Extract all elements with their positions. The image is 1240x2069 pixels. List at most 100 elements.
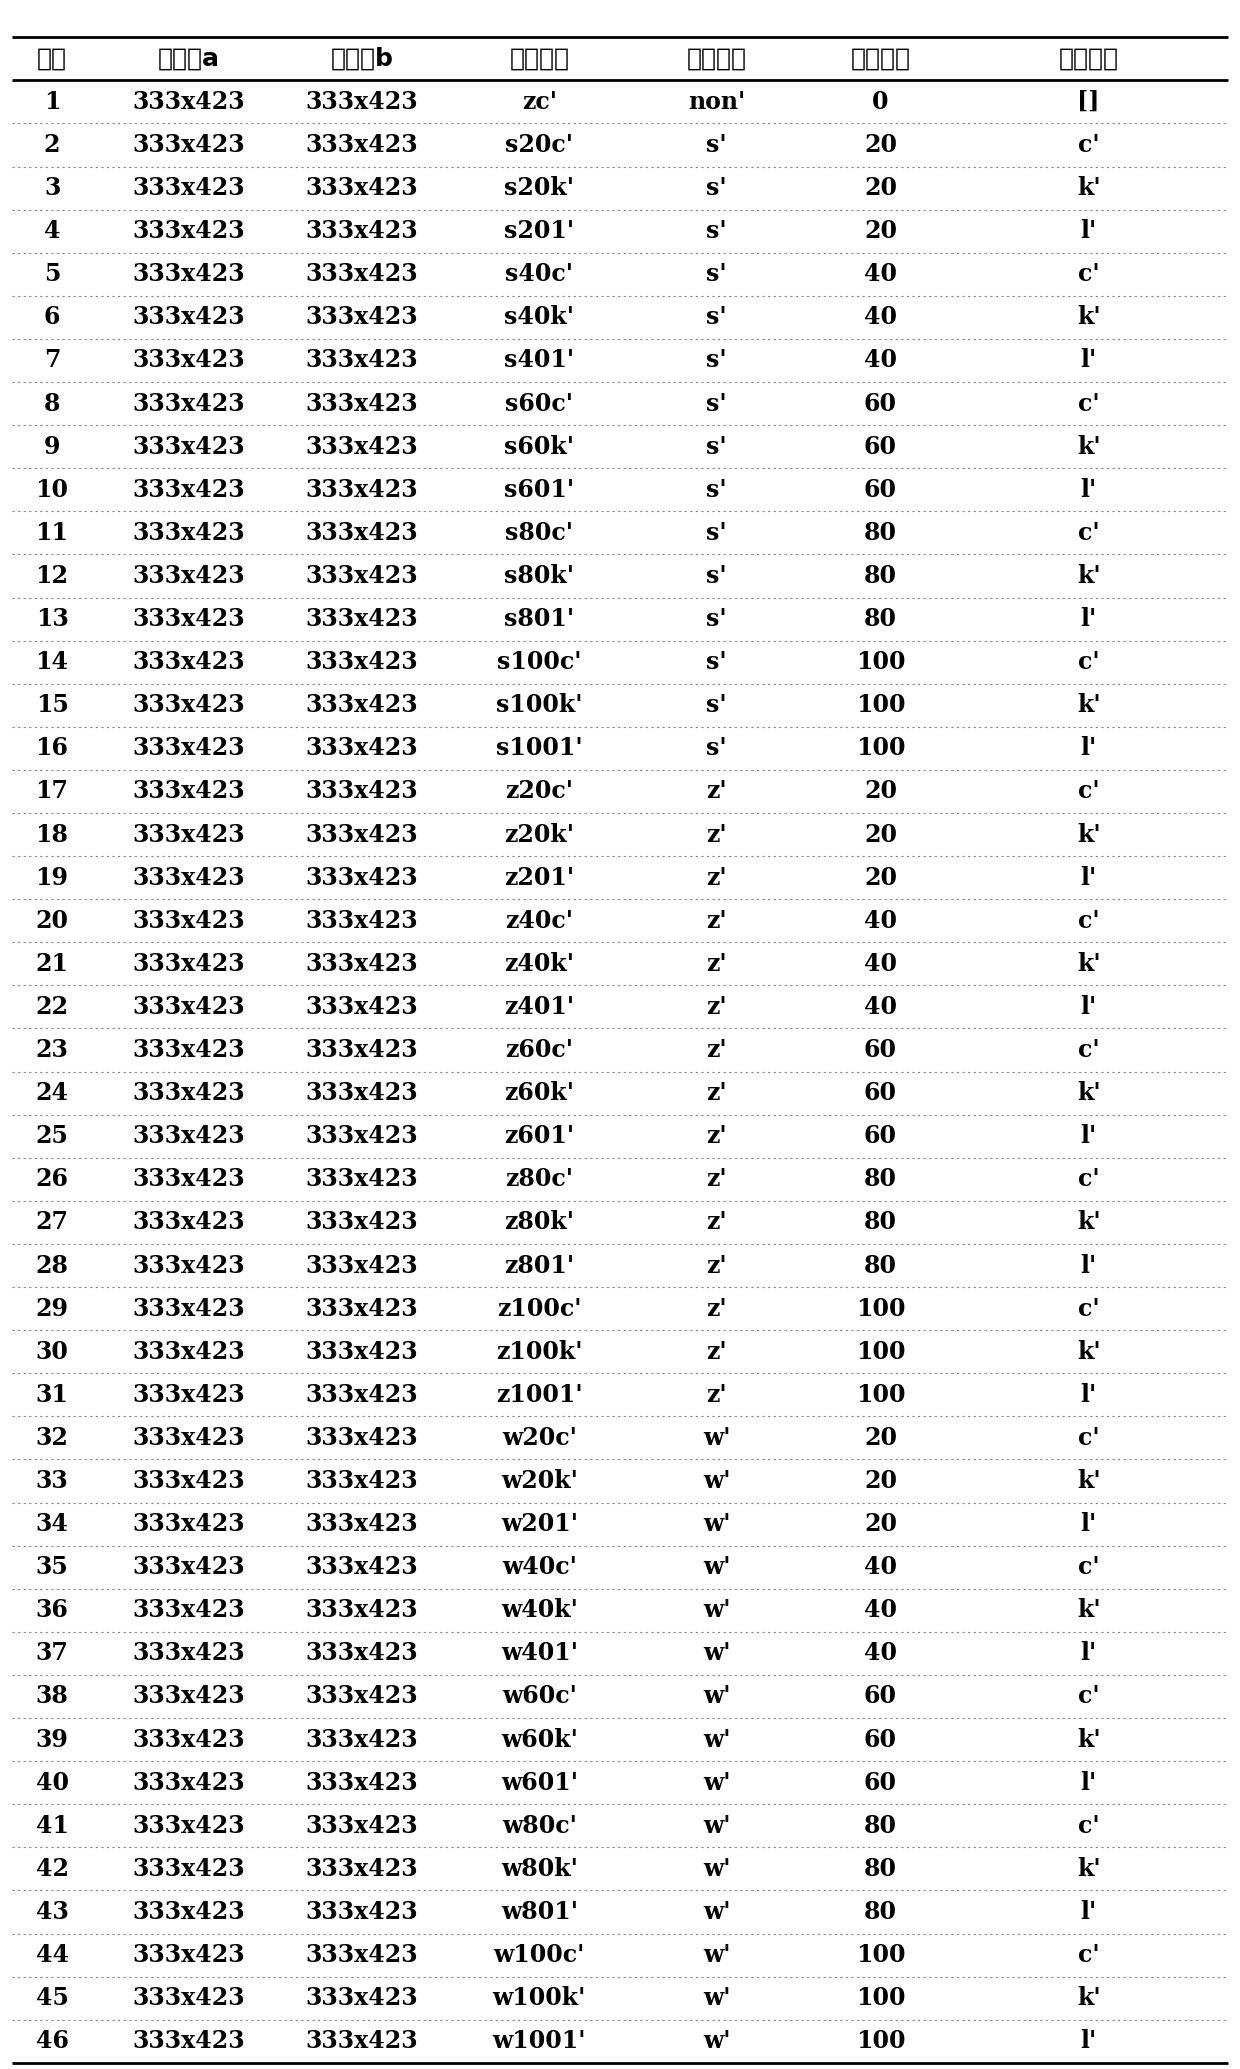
Text: 30: 30	[36, 1341, 68, 1363]
Text: s20k': s20k'	[505, 176, 574, 201]
Text: 333x423: 333x423	[306, 1254, 418, 1277]
Text: 100: 100	[856, 650, 905, 674]
Text: 100: 100	[856, 1297, 905, 1320]
Text: 40: 40	[864, 995, 897, 1018]
Text: 16: 16	[36, 737, 68, 759]
Text: s100c': s100c'	[497, 650, 582, 674]
Text: w40c': w40c'	[502, 1556, 577, 1579]
Text: 333x423: 333x423	[133, 1382, 244, 1407]
Text: 25: 25	[36, 1123, 68, 1148]
Text: 333x423: 333x423	[306, 1210, 418, 1235]
Text: 20: 20	[864, 132, 897, 157]
Text: c': c'	[1078, 1815, 1100, 1837]
Text: w100k': w100k'	[492, 1986, 587, 2011]
Text: 333x423: 333x423	[306, 1771, 418, 1794]
Text: 4: 4	[43, 219, 61, 244]
Text: w20c': w20c'	[502, 1426, 577, 1450]
Text: s': s'	[707, 606, 727, 631]
Text: 333x423: 333x423	[133, 1167, 244, 1192]
Text: 29: 29	[36, 1297, 68, 1320]
Text: 333x423: 333x423	[133, 606, 244, 631]
Text: 32: 32	[36, 1426, 68, 1450]
Text: z': z'	[707, 995, 727, 1018]
Text: 333x423: 333x423	[306, 1728, 418, 1752]
Text: 21: 21	[36, 952, 68, 977]
Text: 20: 20	[864, 865, 897, 890]
Text: 333x423: 333x423	[306, 1943, 418, 1968]
Text: 28: 28	[36, 1254, 68, 1277]
Text: s': s'	[707, 348, 727, 372]
Text: 333x423: 333x423	[306, 1341, 418, 1363]
Text: 27: 27	[36, 1210, 68, 1235]
Text: 333x423: 333x423	[133, 521, 244, 544]
Text: 333x423: 333x423	[133, 1597, 244, 1622]
Text: c': c'	[1078, 1167, 1100, 1192]
Text: 40: 40	[864, 1597, 897, 1622]
Text: 333x423: 333x423	[306, 391, 418, 416]
Text: 80: 80	[864, 1856, 897, 1881]
Text: 333x423: 333x423	[133, 650, 244, 674]
Text: k': k'	[1076, 1856, 1101, 1881]
Text: s40c': s40c'	[506, 263, 573, 286]
Text: 333x423: 333x423	[133, 1254, 244, 1277]
Text: 0: 0	[872, 89, 889, 114]
Text: w60c': w60c'	[502, 1684, 577, 1709]
Text: w': w'	[703, 1856, 730, 1881]
Text: k': k'	[1076, 1728, 1101, 1752]
Text: 11: 11	[36, 521, 68, 544]
Text: 100: 100	[856, 2030, 905, 2052]
Text: z': z'	[707, 952, 727, 977]
Text: 20: 20	[864, 823, 897, 846]
Text: s1001': s1001'	[496, 737, 583, 759]
Text: 333x423: 333x423	[133, 952, 244, 977]
Text: 333x423: 333x423	[306, 908, 418, 933]
Text: w': w'	[703, 1986, 730, 2011]
Text: c': c'	[1078, 1943, 1100, 1968]
Text: 频率段b: 频率段b	[331, 48, 393, 70]
Text: 333x423: 333x423	[133, 565, 244, 588]
Text: s': s'	[707, 391, 727, 416]
Text: 333x423: 333x423	[133, 1728, 244, 1752]
Text: c': c'	[1078, 391, 1100, 416]
Text: 333x423: 333x423	[306, 89, 418, 114]
Text: 333x423: 333x423	[306, 263, 418, 286]
Text: z60c': z60c'	[506, 1039, 573, 1061]
Text: k': k'	[1076, 693, 1101, 718]
Text: z1001': z1001'	[496, 1382, 583, 1407]
Text: z40k': z40k'	[505, 952, 574, 977]
Text: 46: 46	[36, 2030, 68, 2052]
Text: 333x423: 333x423	[306, 565, 418, 588]
Text: 333x423: 333x423	[133, 1469, 244, 1494]
Text: l': l'	[1080, 1123, 1097, 1148]
Text: 333x423: 333x423	[133, 865, 244, 890]
Text: 20: 20	[864, 219, 897, 244]
Text: z': z'	[707, 1382, 727, 1407]
Text: l': l'	[1080, 1899, 1097, 1924]
Text: w': w'	[703, 1426, 730, 1450]
Text: 333x423: 333x423	[133, 263, 244, 286]
Text: 333x423: 333x423	[306, 1469, 418, 1494]
Text: w601': w601'	[501, 1771, 578, 1794]
Text: 序号: 序号	[37, 48, 67, 70]
Text: w1001': w1001'	[492, 2030, 587, 2052]
Text: 333x423: 333x423	[133, 1297, 244, 1320]
Text: k': k'	[1076, 1597, 1101, 1622]
Text: 80: 80	[864, 565, 897, 588]
Text: 333x423: 333x423	[133, 780, 244, 803]
Text: 6: 6	[43, 306, 61, 329]
Text: s60c': s60c'	[506, 391, 573, 416]
Text: non': non'	[688, 89, 745, 114]
Text: z': z'	[707, 1039, 727, 1061]
Text: k': k'	[1076, 1469, 1101, 1494]
Text: s': s'	[707, 478, 727, 503]
Text: z601': z601'	[505, 1123, 574, 1148]
Text: z': z'	[707, 1167, 727, 1192]
Text: 333x423: 333x423	[306, 737, 418, 759]
Text: c': c'	[1078, 1556, 1100, 1579]
Text: w': w'	[703, 1943, 730, 1968]
Text: 333x423: 333x423	[133, 1815, 244, 1837]
Text: s60k': s60k'	[505, 434, 574, 459]
Text: 40: 40	[864, 1556, 897, 1579]
Text: 40: 40	[864, 348, 897, 372]
Text: c': c'	[1078, 1297, 1100, 1320]
